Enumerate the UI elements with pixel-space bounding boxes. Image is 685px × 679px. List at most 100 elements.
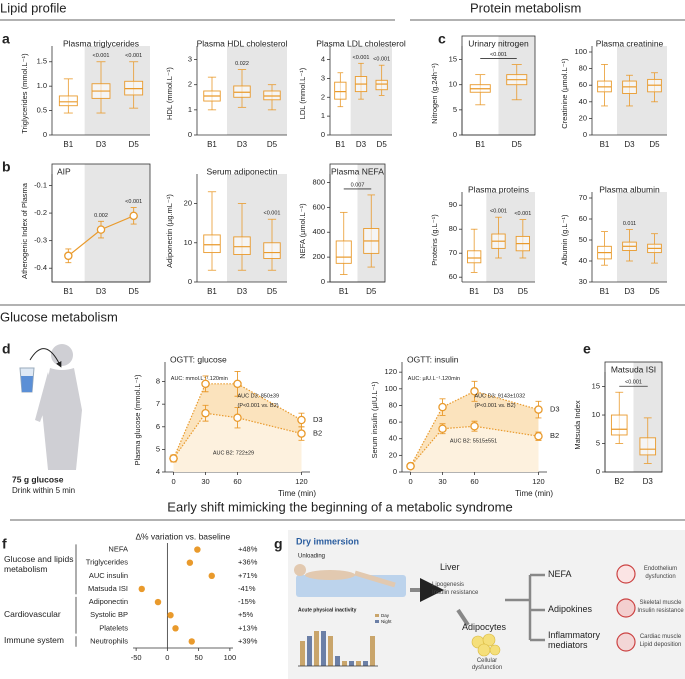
y-tick-label: 1 [321,111,325,120]
y-tick-label: 80 [389,400,397,409]
y-axis-label: Matsuda Index [573,400,582,449]
section-title: Glucose metabolism [0,309,118,324]
point [96,225,106,234]
y-axis-label: Albumin (g.L⁻¹) [560,214,569,266]
y-tick-label: 1.5 [37,57,47,66]
point [233,413,242,422]
y-axis-label: NEFA (µmol.L⁻¹) [298,203,307,259]
y-tick-label: -0.2 [34,208,47,217]
point [406,461,415,471]
box [335,240,352,264]
annotation: AUC: µIU.L⁻¹.120min [408,376,460,382]
chart-title: Plasma proteins [468,184,529,194]
inset-bar [370,636,375,666]
x-tick-label: B1 [600,287,610,296]
value-label: +48% [238,545,258,554]
arrows [505,573,545,642]
y-tick-label: 20 [579,113,587,122]
p-value: <0.001 [514,211,531,217]
y-tick-label: 8 [156,377,160,386]
value-label: +39% [238,636,258,645]
p-value: <0.001 [490,52,507,58]
series-line [172,383,302,459]
y-tick-label: 60 [449,272,457,281]
y-tick-label: 60 [579,80,587,89]
point [233,379,242,389]
y-tick-label: 0 [188,130,192,139]
p-value: <0.001 [373,57,390,63]
legend-label: Night [381,619,392,624]
x-tick-label: D3 [96,287,107,296]
x-tick-label: D3 [237,140,248,149]
series-line [410,425,539,467]
y-tick-label: 15 [592,382,600,391]
chart-title: Serum adiponectin [207,166,278,176]
value-label: +5% [238,610,254,619]
y-axis-label: HDL (mmol.L⁻¹) [165,67,174,120]
box [639,437,657,456]
x-tick-label: B1 [469,287,479,296]
box [375,79,388,91]
y-tick-label: 0.5 [37,106,47,115]
y-tick-label: 1 [188,105,192,114]
category-label: NEFA [108,545,128,554]
y-tick-label: 0 [188,277,192,286]
x-tick-label: D3 [96,140,107,149]
y-tick-label: -0.3 [34,236,47,245]
x-tick-label: D3 [624,287,635,296]
y-tick-label: 2 [321,92,325,101]
series-label: B2 [550,431,559,440]
x-tick-label: 60 [233,477,241,486]
x-tick-label: D5 [129,140,140,149]
y-axis-label: Proteins (g.L⁻¹) [430,214,439,266]
y-tick-label: 40 [579,256,587,265]
chart-title: Plasma triglycerides [63,38,139,48]
x-tick-label: 30 [201,477,209,486]
inset-bar [314,631,319,666]
annotation: AUC D3: 850±39 [238,394,280,400]
chart-title: Plasma LDL cholesterol [316,38,406,48]
y-tick-label: 0 [321,277,325,286]
chart-title: Urinary nitrogen [468,38,529,48]
series-line [173,412,302,459]
x-tick-label: 100 [224,653,237,662]
target-label: Cardiac muscle [639,634,682,640]
category-label: AUC insulin [89,571,128,580]
y-axis-label: Triglycerides (mmol.L⁻¹) [20,53,29,134]
liver-effect: Insulin resistance [432,590,479,596]
y-tick-label: 5 [453,105,457,114]
point [297,429,306,438]
y-tick-label: 4 [321,55,325,64]
target-icons [616,564,636,652]
x-tick-label: 30 [438,477,446,486]
y-tick-label: 0 [321,130,325,139]
y-tick-label: 400 [312,227,325,236]
x-tick-label: D5 [267,140,278,149]
box [334,81,347,100]
inset-bar [328,636,333,666]
dot [154,598,162,606]
p-value: 0.022 [235,61,249,67]
dot [188,638,195,645]
arrow [456,608,470,627]
category-label: Systolic BP [90,610,128,619]
mediator: Adipokines [548,604,593,614]
shading [617,192,667,282]
x-tick-label: D3 [493,287,504,296]
x-axis-label: Time (min) [515,489,553,498]
y-tick-label: 80 [579,64,587,73]
y-tick-label: 40 [579,97,587,106]
y-tick-label: 200 [312,252,325,261]
x-axis-label: Time (min) [278,489,316,498]
dot [167,611,174,619]
category-label: Platelets [99,623,128,632]
series-line [410,390,539,467]
legend-label: Day [381,613,390,618]
category-label: Adiponectin [89,597,128,606]
inset-bar [300,641,305,666]
value-label: +36% [238,558,258,567]
box [610,414,628,436]
y-tick-label: 3 [188,55,192,64]
point [297,415,306,425]
